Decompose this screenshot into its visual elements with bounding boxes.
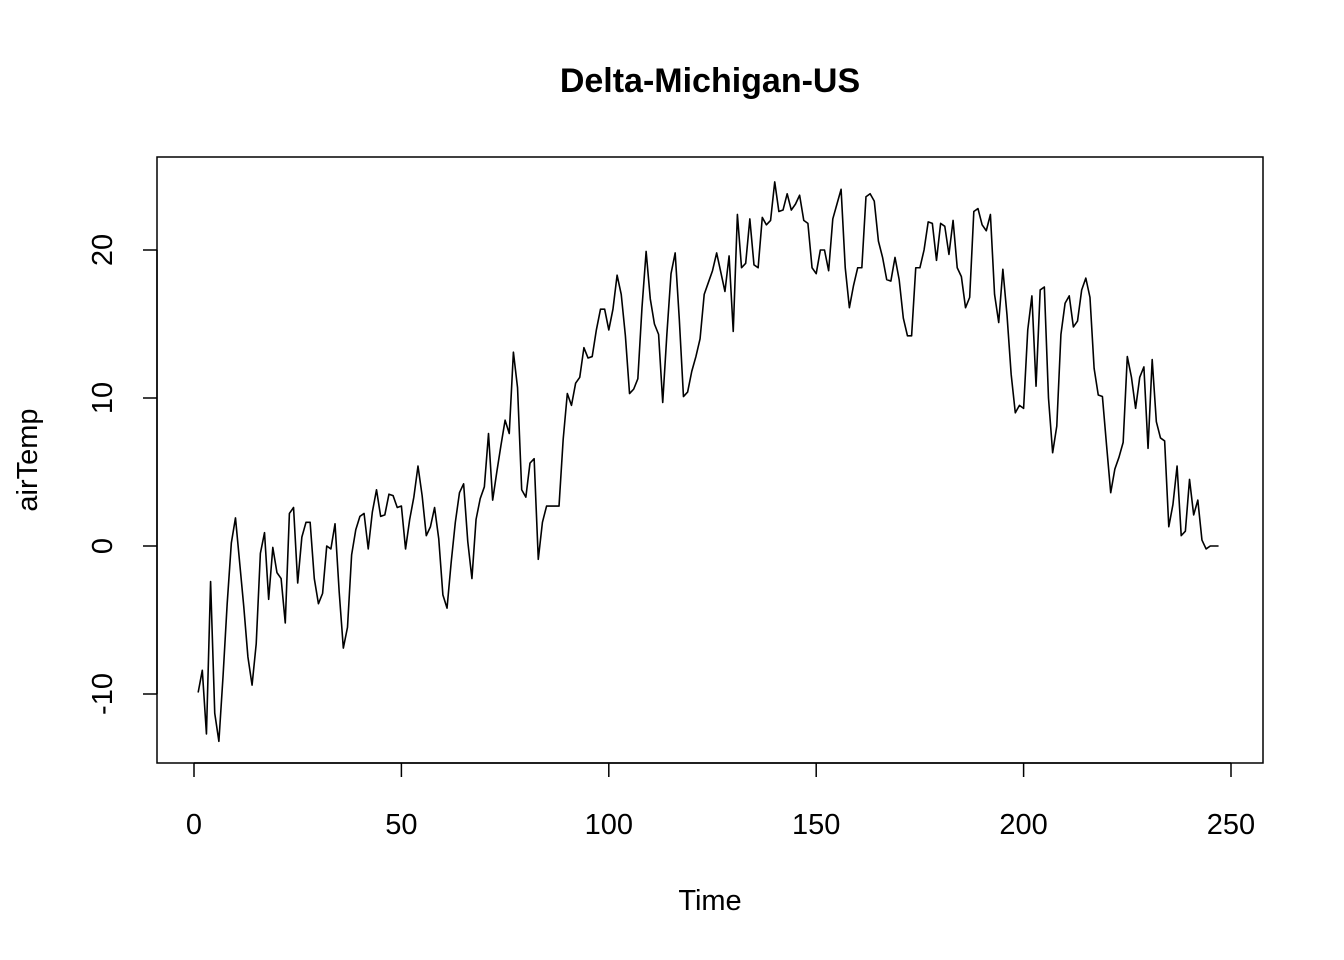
y-tick-label: 0 [87, 538, 119, 554]
x-axis: 0 50 100 150 200 250 [186, 762, 1255, 841]
x-tick-label: 200 [999, 809, 1047, 841]
y-tick-label: 20 [87, 234, 119, 266]
series-line-0 [197, 181, 1219, 743]
x-axis-label: Time [678, 885, 741, 917]
x-tick-label: 250 [1207, 809, 1255, 841]
y-tick-label: 10 [87, 382, 119, 414]
series-layer [197, 181, 1219, 743]
plot-frame [156, 156, 1264, 764]
y-axis: -10 0 10 20 [87, 234, 158, 715]
x-tick-label: 150 [792, 809, 840, 841]
x-tick-label: 50 [385, 809, 417, 841]
chart-title: Delta-Michigan-US [560, 62, 860, 100]
x-tick-label: 100 [585, 809, 633, 841]
x-tick-label: 0 [186, 809, 202, 841]
y-tick-label: -10 [87, 673, 119, 715]
y-axis-label: airTemp [12, 408, 44, 511]
